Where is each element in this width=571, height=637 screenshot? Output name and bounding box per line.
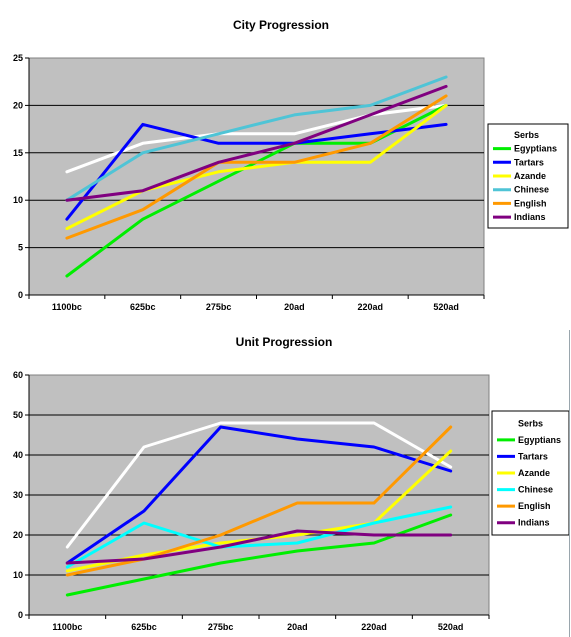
legend-label-tartars: Tartars bbox=[514, 157, 544, 167]
legend-label-egyptians: Egyptians bbox=[518, 435, 561, 445]
x-tick-label: 625bc bbox=[130, 302, 156, 312]
x-tick-label: 1100bc bbox=[52, 622, 82, 632]
series-line-azande bbox=[65, 103, 448, 231]
y-tick-label: 15 bbox=[13, 148, 23, 158]
legend-label-chinese: Chinese bbox=[514, 185, 549, 195]
y-tick-label: 40 bbox=[13, 450, 23, 460]
y-tick-label: 60 bbox=[13, 370, 23, 380]
legend-label-azande: Azande bbox=[514, 171, 546, 181]
legend-label-serbs: Serbs bbox=[518, 418, 543, 428]
legend-label-english: English bbox=[514, 198, 547, 208]
x-tick-label: 275bc bbox=[208, 622, 234, 632]
x-tick-label: 20ad bbox=[287, 622, 308, 632]
unit-progression-chart: Unit Progression 0 10 20 30 40 50 60 1100bc 625bc… bbox=[13, 335, 570, 632]
series-line-english bbox=[65, 94, 448, 240]
chart-title: Unit Progression bbox=[236, 335, 333, 349]
legend-label-indians: Indians bbox=[514, 212, 546, 222]
x-tick-label: 275bc bbox=[206, 302, 232, 312]
y-tick-label: 25 bbox=[13, 53, 23, 63]
legend-label-azande: Azande bbox=[518, 468, 550, 478]
x-tick-label: 1100bc bbox=[52, 302, 82, 312]
chart-title: City Progression bbox=[233, 18, 329, 32]
city-progression-chart: City Progression 0 5 10 15 20 25 1100bc 625bc 275… bbox=[13, 18, 569, 312]
legend-label-indians: Indians bbox=[518, 518, 550, 528]
x-tick-label: 520ad bbox=[438, 622, 464, 632]
x-tick-label: 220ad bbox=[357, 302, 383, 312]
legend-label-english: English bbox=[518, 501, 551, 511]
y-tick-label: 20 bbox=[13, 100, 23, 110]
series-line-serbs bbox=[65, 103, 448, 174]
y-tick-label: 20 bbox=[13, 530, 23, 540]
series-line-indians bbox=[65, 84, 448, 202]
series-line-english bbox=[65, 425, 453, 577]
x-tick-label: 625bc bbox=[131, 622, 157, 632]
series-line-serbs bbox=[65, 421, 453, 549]
legend-label-chinese: Chinese bbox=[518, 485, 553, 495]
series-line-chinese bbox=[65, 75, 448, 202]
y-tick-label: 0 bbox=[18, 290, 23, 300]
x-tick-label: 20ad bbox=[284, 302, 305, 312]
y-tick-label: 10 bbox=[13, 195, 23, 205]
series-line-tartars bbox=[65, 425, 453, 565]
legend-label-egyptians: Egyptians bbox=[514, 144, 557, 154]
legend-label-serbs: Serbs bbox=[514, 130, 539, 140]
x-tick-label: 220ad bbox=[361, 622, 387, 632]
y-tick-label: 0 bbox=[18, 610, 23, 620]
y-tick-label: 50 bbox=[13, 410, 23, 420]
y-tick-label: 10 bbox=[13, 570, 23, 580]
legend-label-tartars: Tartars bbox=[518, 451, 548, 461]
y-tick-label: 5 bbox=[18, 243, 23, 253]
plot-area bbox=[28, 57, 485, 296]
series-line-tartars bbox=[65, 122, 448, 221]
x-tick-label: 520ad bbox=[433, 302, 459, 312]
series-line-chinese bbox=[65, 505, 453, 569]
series-line-indians bbox=[65, 529, 453, 565]
y-tick-label: 30 bbox=[13, 490, 23, 500]
series-line-egyptians bbox=[65, 513, 453, 597]
